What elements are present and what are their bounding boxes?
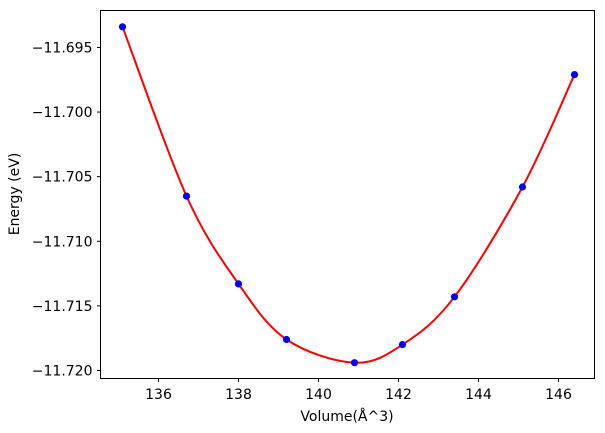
data-point-marker	[234, 280, 243, 288]
y-tick-label: −11.700	[32, 105, 93, 121]
x-tick-label: 146	[545, 387, 572, 403]
data-point-marker	[398, 341, 407, 349]
data-point-marker	[350, 359, 359, 367]
x-tick-label: 142	[385, 387, 412, 403]
x-axis-label: Volume(Å^3)	[300, 408, 393, 425]
x-tick-label: 144	[465, 387, 492, 403]
x-tick-label: 138	[225, 387, 252, 403]
y-tick-label: −11.715	[32, 299, 93, 315]
fit-curve-line	[121, 25, 576, 364]
y-tick-label: −11.705	[32, 170, 93, 186]
data-point-marker	[450, 293, 459, 301]
y-axis-label: Energy (eV)	[7, 153, 23, 236]
data-point-marker	[570, 71, 579, 79]
y-tick-label: −11.710	[32, 234, 93, 250]
data-point-marker	[518, 183, 527, 191]
x-tick-label: 136	[145, 387, 172, 403]
plot-layer: 136 138 140 142 144 146 −11.695 −11.700 −11.705 −…	[32, 10, 595, 403]
y-tick-label: −11.695	[32, 40, 93, 56]
data-point-marker	[182, 192, 191, 200]
plot-area-border	[100, 10, 595, 379]
x-tick-label: 140	[305, 387, 332, 403]
data-point-marker	[118, 23, 127, 31]
y-tick-label: −11.720	[32, 363, 93, 379]
data-point-marker	[282, 335, 291, 344]
